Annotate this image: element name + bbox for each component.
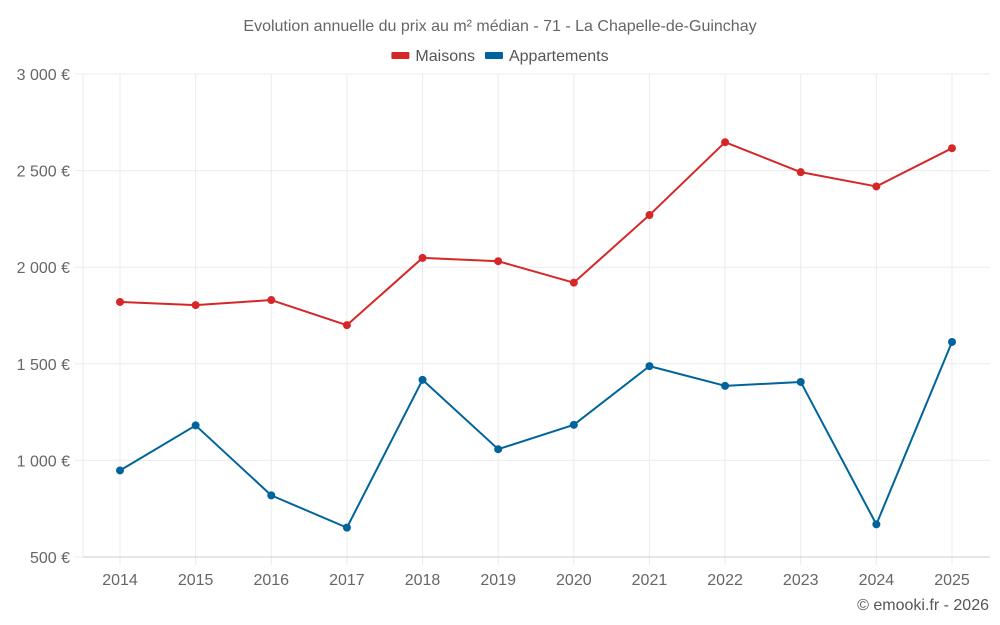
data-point-appartements-2020[interactable] [569, 420, 578, 429]
data-point-maisons-2023[interactable] [796, 168, 805, 177]
data-point-appartements-2019[interactable] [494, 445, 503, 454]
legend: Maisons Appartements [391, 48, 609, 65]
x-tick-label: 2018 [405, 572, 441, 589]
y-tick-label: 3 000 € [17, 67, 70, 84]
legend-label: Maisons [415, 48, 475, 65]
legend-swatch [484, 52, 503, 59]
series-layer [116, 138, 956, 532]
data-point-appartements-2023[interactable] [796, 377, 805, 386]
data-point-maisons-2015[interactable] [191, 301, 200, 310]
data-point-appartements-2024[interactable] [872, 520, 881, 529]
data-point-maisons-2019[interactable] [494, 257, 503, 266]
data-point-appartements-2025[interactable] [948, 337, 956, 346]
x-tick-label: 2017 [329, 572, 365, 589]
data-point-maisons-2016[interactable] [267, 296, 276, 305]
legend-label: Appartements [509, 48, 609, 65]
y-tick-label: 2 000 € [17, 260, 70, 277]
data-point-appartements-2018[interactable] [418, 375, 427, 384]
x-tick-label: 2016 [253, 572, 289, 589]
legend-item-maisons[interactable]: Maisons [391, 48, 475, 65]
data-point-maisons-2018[interactable] [418, 253, 427, 262]
x-tick-label: 2020 [556, 572, 592, 589]
chart-title: Evolution annuelle du prix au m² médian … [243, 18, 756, 35]
data-point-appartements-2014[interactable] [116, 466, 124, 475]
x-tick-label: 2021 [632, 572, 668, 589]
data-point-maisons-2022[interactable] [721, 138, 730, 147]
y-tick-label: 1 000 € [17, 453, 70, 470]
data-point-maisons-2024[interactable] [872, 182, 881, 191]
y-tick-label: 1 500 € [17, 357, 70, 374]
x-tick-label: 2023 [783, 572, 819, 589]
data-point-appartements-2017[interactable] [342, 523, 351, 532]
data-point-appartements-2022[interactable] [721, 381, 730, 390]
x-tick-label: 2019 [480, 572, 516, 589]
x-tick-label: 2015 [178, 572, 214, 589]
x-tick-label: 2024 [859, 572, 895, 589]
series-maisons [116, 138, 956, 330]
legend-swatch [391, 52, 410, 59]
data-point-maisons-2025[interactable] [948, 144, 956, 153]
copyright-credit: © emooki.fr - 2026 [857, 597, 989, 614]
data-point-maisons-2021[interactable] [645, 211, 654, 220]
data-point-appartements-2015[interactable] [191, 421, 200, 430]
series-line-appartements [119, 341, 953, 529]
x-gridlines [82, 74, 953, 565]
data-point-maisons-2014[interactable] [116, 297, 124, 306]
y-axis-tick-labels: 500 € 1 000 € 1 500 € 2 000 € 2 500 € 3 000 € [17, 67, 70, 567]
data-point-maisons-2020[interactable] [569, 278, 578, 287]
data-point-appartements-2021[interactable] [645, 362, 654, 371]
y-tick-label: 2 500 € [17, 164, 70, 181]
data-point-maisons-2017[interactable] [342, 321, 351, 330]
series-appartements [116, 337, 956, 532]
y-tick-label: 500 € [30, 550, 70, 567]
series-line-maisons [119, 141, 953, 327]
data-point-appartements-2016[interactable] [267, 491, 276, 500]
y-gridlines [75, 73, 990, 558]
x-tick-label: 2022 [707, 572, 743, 589]
x-axis-tick-labels: 2014 2015 2016 2017 2018 2019 2020 2021 2022 2023… [102, 572, 970, 589]
legend-item-appartements[interactable]: Appartements [484, 48, 609, 65]
x-tick-label: 2014 [102, 572, 138, 589]
x-tick-label: 2025 [934, 572, 970, 589]
